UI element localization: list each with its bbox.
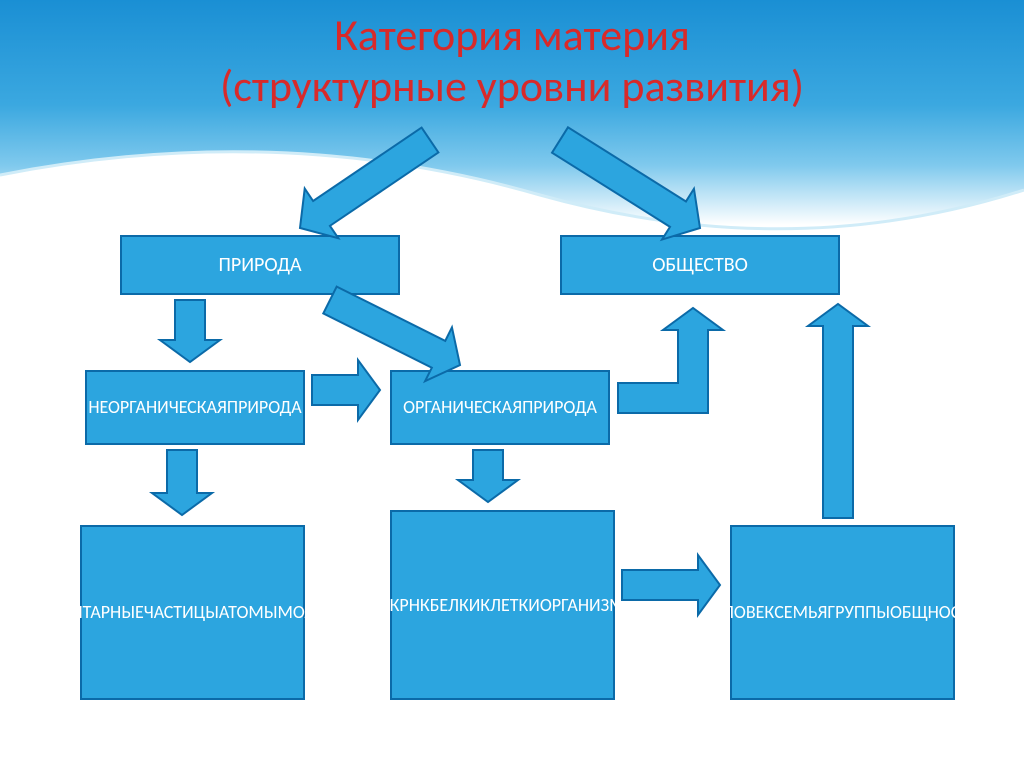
organic-to-dna <box>458 450 518 502</box>
title-line1: Категория материя <box>334 8 690 62</box>
dna-to-human <box>622 555 720 615</box>
title-to-nature <box>300 128 438 239</box>
human-to-society <box>808 304 868 518</box>
arrows-layer <box>0 0 1024 767</box>
title-to-society <box>552 127 700 239</box>
nature-to-inorganic <box>160 300 220 362</box>
inorganic-to-particles <box>152 450 212 515</box>
nature-to-organic <box>323 287 460 382</box>
title-line2: (структурные уровни развития) <box>220 59 804 113</box>
organic-to-society <box>618 308 723 413</box>
slide-title: Категория материя (структурные уровни ра… <box>0 10 1024 111</box>
inorganic-to-organic <box>312 360 380 420</box>
